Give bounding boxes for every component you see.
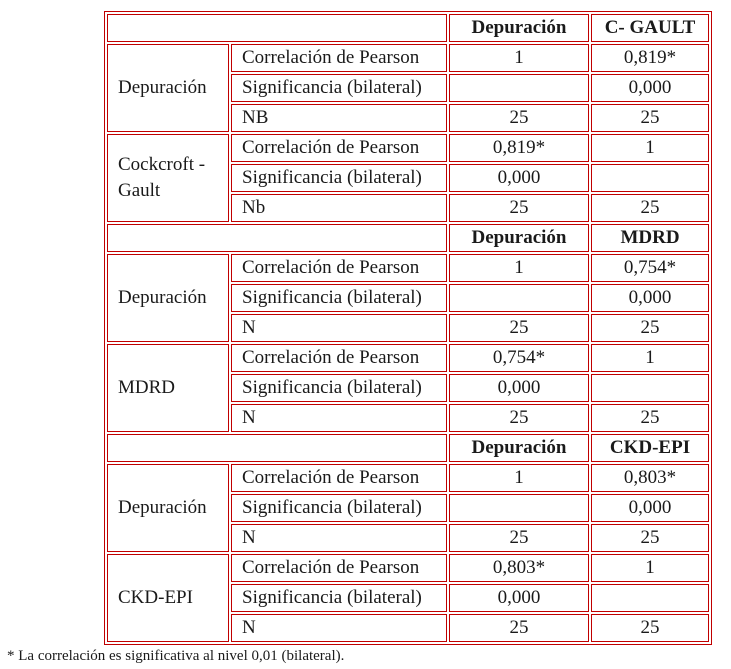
stat-label-cell: Correlación de Pearson — [231, 44, 447, 72]
value-cell — [591, 164, 709, 192]
value-cell: 25 — [449, 194, 589, 222]
table-row: N 25 25 — [107, 404, 709, 432]
table-row: Depuración Correlación de Pearson 1 0,80… — [107, 464, 709, 552]
value-cell: 0,000 — [449, 374, 589, 402]
stat-label-cell: Correlación de Pearson — [231, 254, 447, 282]
value-cell: 1 — [591, 344, 709, 372]
value-cell: 0,819* — [591, 44, 709, 72]
section2-header-row: Depuración MDRD — [107, 224, 709, 252]
value-cell: 0,754* — [449, 344, 589, 372]
table-row: MDRD Correlación de Pearson 0,754* 1 — [107, 344, 709, 432]
stat-label-cell: Significancia (bilateral) — [231, 584, 447, 612]
table-row: Depuración Correlación de Pearson 1 0,75… — [107, 254, 709, 342]
table-row: CKD-EPI Correlación de Pearson 0,803* 1 — [107, 554, 709, 642]
section3-header-row: Depuración CKD-EPI — [107, 434, 709, 462]
table-row: N 25 25 — [107, 314, 709, 342]
section1-header-cgault: C- GAULT — [591, 14, 709, 42]
value-cell: 0,000 — [591, 284, 709, 312]
value-cell: 0,754* — [591, 254, 709, 282]
value-cell: 0,819* — [449, 134, 589, 162]
stat-label-cell: N — [231, 524, 447, 552]
value-cell: 25 — [591, 614, 709, 642]
value-cell: 25 — [591, 404, 709, 432]
stat-label-cell: N — [231, 614, 447, 642]
section1-header-blank-cell — [107, 14, 447, 42]
stat-label-cell: Correlación de Pearson — [231, 134, 447, 162]
value-cell: 0,000 — [449, 164, 589, 192]
stat-label-cell: Significancia (bilateral) — [231, 374, 447, 402]
stat-label-cell: N — [231, 404, 447, 432]
section2-header-mdrd: MDRD — [591, 224, 709, 252]
table-row: Significancia (bilateral) 0,000 — [107, 284, 709, 312]
group-label-cell: Cockcroft - Gault — [107, 134, 229, 222]
value-cell: 0,803* — [591, 464, 709, 492]
value-cell — [591, 584, 709, 612]
table-row: NB 25 25 — [107, 104, 709, 132]
table-row: Depuración Correlación de Pearson 1 0,81… — [107, 44, 709, 132]
value-cell: 25 — [449, 104, 589, 132]
value-cell — [449, 74, 589, 102]
value-cell — [449, 284, 589, 312]
value-cell: 25 — [449, 524, 589, 552]
table-row: Significancia (bilateral) 0,000 — [107, 74, 709, 102]
value-cell: 25 — [591, 104, 709, 132]
group-label-cell: Depuración — [107, 254, 229, 342]
table-row: Significancia (bilateral) 0,000 — [107, 584, 709, 612]
value-cell: 0,803* — [449, 554, 589, 582]
table-row: Nb 25 25 — [107, 194, 709, 222]
stat-label-cell: N — [231, 314, 447, 342]
table-row: N 25 25 — [107, 614, 709, 642]
table-row: Significancia (bilateral) 0,000 — [107, 164, 709, 192]
section2-header-depuracion: Depuración — [449, 224, 589, 252]
section3-header-depuracion: Depuración — [449, 434, 589, 462]
stat-label-cell: Nb — [231, 194, 447, 222]
table-row: Significancia (bilateral) 0,000 — [107, 374, 709, 402]
stat-label-cell: Significancia (bilateral) — [231, 164, 447, 192]
significance-footnote: * La correlación es significativa al niv… — [7, 648, 345, 664]
value-cell: 0,000 — [591, 74, 709, 102]
value-cell: 0,000 — [591, 494, 709, 522]
stat-label-cell: Significancia (bilateral) — [231, 284, 447, 312]
table-row: Significancia (bilateral) 0,000 — [107, 494, 709, 522]
stat-label-cell: Correlación de Pearson — [231, 554, 447, 582]
section3-header-blank-cell — [107, 434, 447, 462]
table-row: Cockcroft - Gault Correlación de Pearson… — [107, 134, 709, 222]
value-cell: 1 — [449, 464, 589, 492]
value-cell: 1 — [449, 254, 589, 282]
section1-header-depuracion: Depuración — [449, 14, 589, 42]
value-cell: 25 — [449, 314, 589, 342]
stat-label-cell: Correlación de Pearson — [231, 464, 447, 492]
value-cell: 1 — [591, 554, 709, 582]
group-label-cell: Depuración — [107, 44, 229, 132]
value-cell: 25 — [591, 524, 709, 552]
table-row: N 25 25 — [107, 524, 709, 552]
value-cell — [449, 494, 589, 522]
value-cell: 1 — [449, 44, 589, 72]
stat-label-cell: NB — [231, 104, 447, 132]
value-cell — [591, 374, 709, 402]
section3-header-ckdepi: CKD-EPI — [591, 434, 709, 462]
value-cell: 25 — [591, 194, 709, 222]
group-label-cell: MDRD — [107, 344, 229, 432]
value-cell: 25 — [449, 404, 589, 432]
section2-header-blank-cell — [107, 224, 447, 252]
correlation-table: Depuración C- GAULT Depuración Correlaci… — [104, 11, 712, 645]
value-cell: 0,000 — [449, 584, 589, 612]
stat-label-cell: Significancia (bilateral) — [231, 74, 447, 102]
value-cell: 1 — [591, 134, 709, 162]
value-cell: 25 — [449, 614, 589, 642]
stat-label-cell: Correlación de Pearson — [231, 344, 447, 372]
group-label-cell: CKD-EPI — [107, 554, 229, 642]
value-cell: 25 — [591, 314, 709, 342]
section1-header-row: Depuración C- GAULT — [107, 14, 709, 42]
group-label-cell: Depuración — [107, 464, 229, 552]
stat-label-cell: Significancia (bilateral) — [231, 494, 447, 522]
